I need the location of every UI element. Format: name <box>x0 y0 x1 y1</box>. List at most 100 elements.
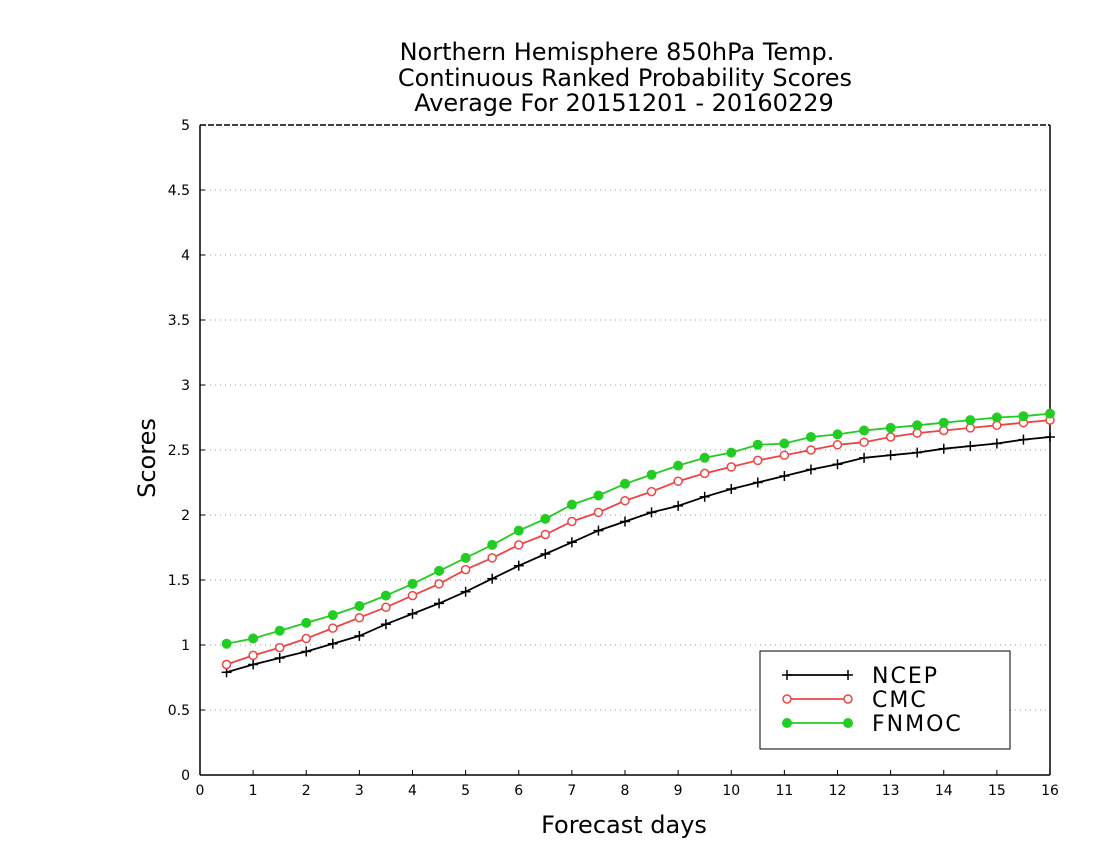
point-ncep-20 <box>752 477 763 488</box>
point-ncep-3 <box>301 646 312 657</box>
point-ncep-29 <box>991 438 1002 449</box>
point-fnmoc-10 <box>487 539 498 550</box>
y-tick-label-0: 0 <box>181 768 190 784</box>
x-tick-label-8: 8 <box>621 783 630 799</box>
point-fnmoc-6 <box>380 590 391 601</box>
point-cmc-11 <box>514 540 524 550</box>
legend-marker-right-ncep <box>843 670 853 680</box>
point-ncep-22 <box>805 464 816 475</box>
point-cmc-18 <box>699 468 710 479</box>
point-fnmoc-22 <box>805 432 816 442</box>
point-cmc-10 <box>487 553 497 563</box>
point-fnmoc-16 <box>646 469 657 480</box>
point-cmc-23 <box>832 440 843 450</box>
legend-box <box>759 650 1011 750</box>
y-tick-label-9: 4.5 <box>168 183 190 199</box>
point-fnmoc-30 <box>1018 411 1029 422</box>
point-fnmoc-15 <box>620 478 630 489</box>
point-ncep-1 <box>248 659 259 670</box>
point-cmc-5 <box>354 612 365 623</box>
y-tick-label-1: 0.5 <box>168 703 190 719</box>
x-tick-label-5: 5 <box>461 783 470 799</box>
point-fnmoc-11 <box>513 525 524 536</box>
point-cmc-4 <box>328 623 338 633</box>
point-cmc-16 <box>646 486 657 497</box>
point-ncep-11 <box>513 560 524 571</box>
y-axis-ticks: 0 0.5 1 1.5 2 2.5 3 3.5 4 4.5 5 <box>168 118 205 784</box>
point-cmc-1 <box>248 650 258 661</box>
point-ncep-25 <box>885 450 896 461</box>
point-fnmoc-31 <box>1045 408 1055 419</box>
x-tick-label-11: 11 <box>775 783 793 799</box>
point-cmc-6 <box>381 602 391 613</box>
point-ncep-21 <box>779 471 790 481</box>
chart-title-line-1: Northern Hemisphere 850hPa Temp. <box>400 38 835 66</box>
point-fnmoc-24 <box>859 425 870 436</box>
point-fnmoc-27 <box>938 417 949 428</box>
x-tick-label-2: 2 <box>302 783 311 799</box>
point-ncep-18 <box>699 491 710 502</box>
point-fnmoc-29 <box>991 412 1002 423</box>
point-cmc-3 <box>301 633 311 644</box>
legend-marker-left-cmc <box>782 694 792 704</box>
point-fnmoc-0 <box>221 638 232 649</box>
point-ncep-7 <box>407 608 418 619</box>
point-ncep-5 <box>354 630 365 641</box>
point-ncep-2 <box>274 653 285 663</box>
point-ncep-10 <box>487 573 498 584</box>
point-fnmoc-26 <box>912 420 923 431</box>
point-ncep-4 <box>327 638 338 649</box>
y-tick-label-5: 2.5 <box>168 443 190 459</box>
point-ncep-9 <box>460 586 471 597</box>
y-tick-label-8: 4 <box>181 248 190 264</box>
legend-marker-right-fnmoc <box>843 718 853 728</box>
point-cmc-15 <box>620 495 630 506</box>
x-tick-label-15: 15 <box>988 783 1006 799</box>
point-cmc-20 <box>753 455 763 466</box>
series-group <box>221 408 1055 678</box>
point-ncep-27 <box>938 443 949 454</box>
point-ncep-31 <box>1045 432 1055 442</box>
x-tick-label-13: 13 <box>882 783 900 799</box>
x-tick-label-3: 3 <box>355 783 364 799</box>
legend-label-ncep: NCEP <box>872 664 939 689</box>
x-tick-label-0: 0 <box>196 783 205 799</box>
point-fnmoc-18 <box>699 452 710 463</box>
point-fnmoc-23 <box>832 429 843 440</box>
point-fnmoc-17 <box>673 460 684 471</box>
series-line-cmc <box>226 419 1051 666</box>
point-ncep-23 <box>832 459 843 470</box>
point-ncep-8 <box>434 598 445 609</box>
x-tick-label-14: 14 <box>935 783 953 799</box>
y-tick-label-6: 3 <box>181 378 190 394</box>
x-axis-label: Forecast days <box>541 811 707 839</box>
legend-marker-left-ncep <box>782 670 792 680</box>
point-fnmoc-1 <box>248 633 259 644</box>
x-tick-label-6: 6 <box>514 783 523 799</box>
chart-title: Northern Hemisphere 850hPa Temp. Continu… <box>398 38 852 117</box>
point-ncep-14 <box>593 525 604 536</box>
y-tick-label-3: 1.5 <box>168 573 190 589</box>
point-fnmoc-20 <box>752 439 763 450</box>
point-cmc-19 <box>726 462 736 472</box>
point-fnmoc-5 <box>354 601 365 611</box>
point-ncep-28 <box>965 441 976 452</box>
point-fnmoc-28 <box>965 415 976 426</box>
x-tick-label-7: 7 <box>567 783 576 799</box>
point-fnmoc-13 <box>566 499 577 510</box>
grid <box>200 189 1050 711</box>
y-tick-label-10: 5 <box>181 118 190 134</box>
point-ncep-12 <box>540 549 551 559</box>
x-axis-ticks: 0 1 2 3 4 5 6 7 8 9 10 11 12 13 14 15 16 <box>196 770 1059 799</box>
point-fnmoc-25 <box>885 422 896 433</box>
legend-label-cmc: CMC <box>872 688 928 713</box>
chart-title-line-2: Continuous Ranked Probability Scores <box>398 64 852 92</box>
point-ncep-30 <box>1018 434 1029 445</box>
point-ncep-15 <box>620 516 630 527</box>
point-cmc-0 <box>221 659 232 670</box>
point-ncep-16 <box>646 507 657 518</box>
point-cmc-17 <box>673 476 683 486</box>
point-cmc-14 <box>593 507 604 518</box>
y-tick-label-4: 2 <box>181 508 190 524</box>
